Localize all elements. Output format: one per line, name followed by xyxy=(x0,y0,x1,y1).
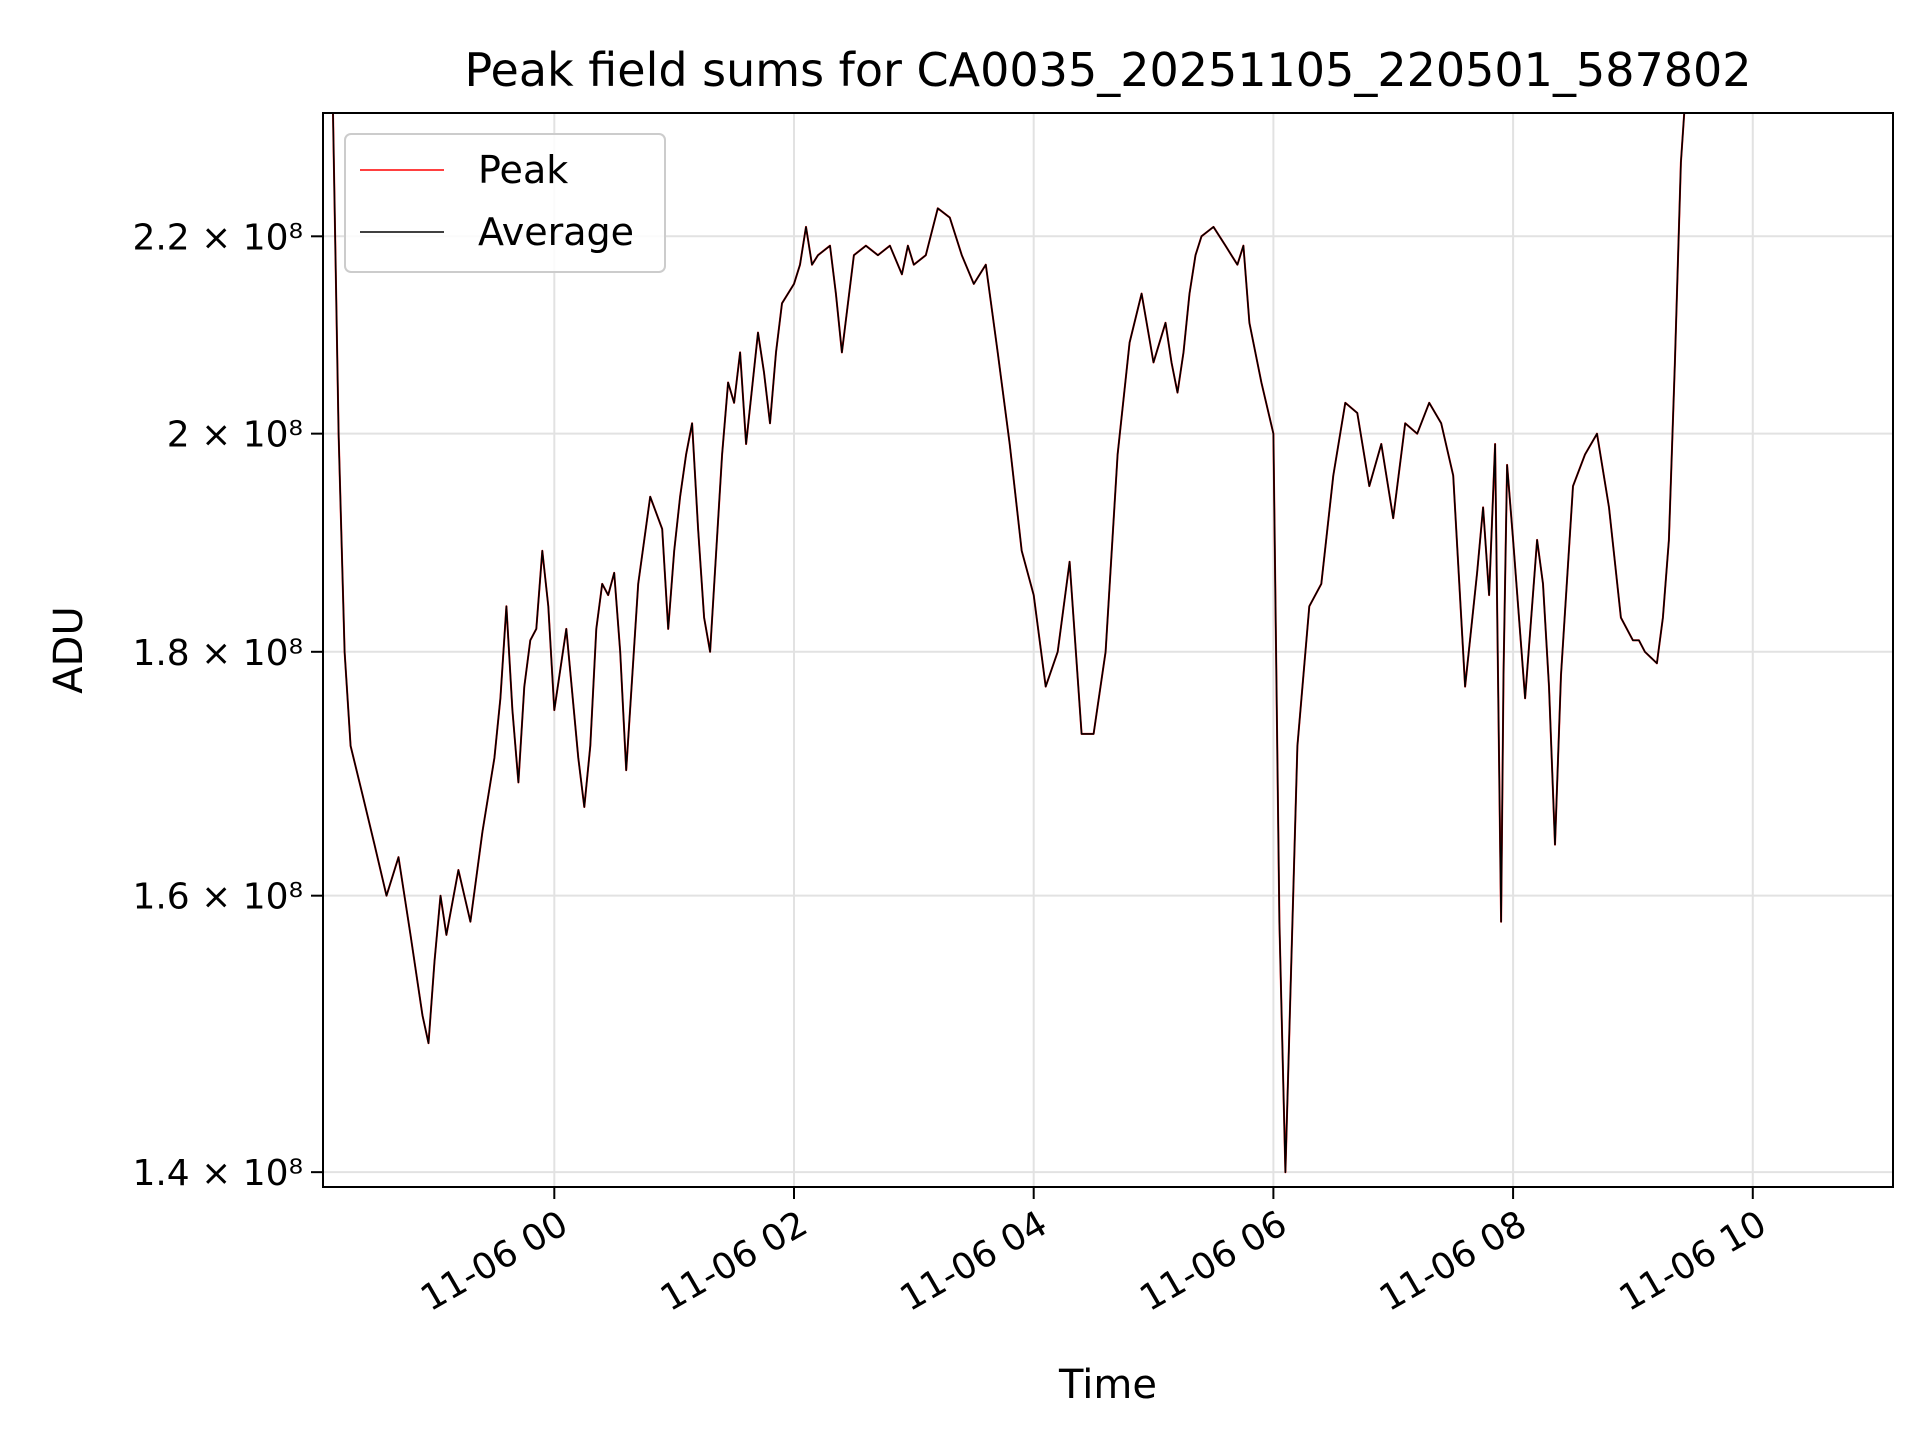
legend-peak-label: Peak xyxy=(478,148,568,192)
y-tick-label-2: 1.8 × 10⁸ xyxy=(132,633,303,674)
legend-box xyxy=(344,133,666,273)
legend-average-label: Average xyxy=(478,210,634,254)
legend: Peak Average xyxy=(344,133,666,273)
y-axis-label: ADU xyxy=(46,606,92,693)
series-group xyxy=(331,113,1686,1174)
series-line-average xyxy=(332,113,1686,1173)
y-axis-ticks: 1.4 × 10⁸ 1.6 × 10⁸ 1.8 × 10⁸ 2 × 10⁸ 2.2 × … xyxy=(132,217,323,1194)
y-tick-label-3: 2 × 10⁸ xyxy=(167,415,303,456)
chart-title: Peak field sums for CA0035_20251105_2205… xyxy=(464,43,1751,97)
y-tick-label-1: 1.6 × 10⁸ xyxy=(132,877,303,918)
y-tick-label-0: 1.4 × 10⁸ xyxy=(132,1153,303,1194)
y-tick-label-4: 2.2 × 10⁸ xyxy=(132,217,303,258)
plot-frame xyxy=(322,112,1894,1188)
x-axis-label: Time xyxy=(1058,1362,1157,1408)
